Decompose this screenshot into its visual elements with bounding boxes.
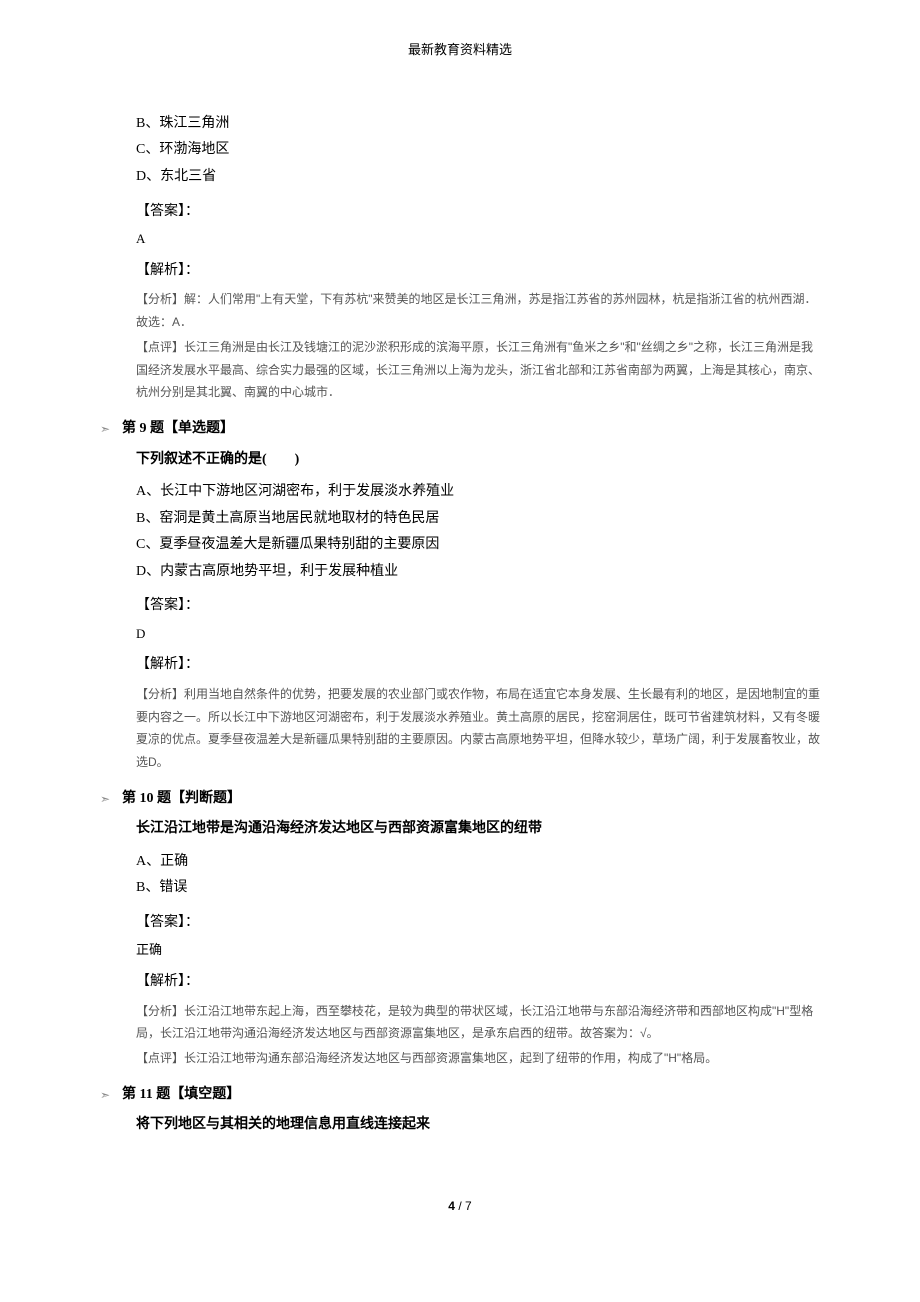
arrow-icon: ➣ (100, 420, 122, 439)
page-header: 最新教育资料精选 (100, 40, 820, 61)
q8-option-b: B、珠江三角洲 (136, 111, 820, 138)
q10-analysis-label: 【解析】： (136, 971, 820, 993)
q10-analysis-2: 【点评】长江沿江地带沟通东部沿海经济发达地区与西部资源富集地区，起到了纽带的作用… (136, 1047, 820, 1070)
q9-stem: 下列叙述不正确的是( ) (136, 449, 820, 471)
page-total: 7 (465, 1199, 472, 1213)
q8-answer-label: 【答案】： (136, 201, 820, 223)
q8-option-c: C、环渤海地区 (136, 137, 820, 164)
q10-answer-label: 【答案】： (136, 912, 820, 934)
q10-answer: 正确 (136, 940, 820, 961)
q10-stem: 长江沿江地带是沟通沿海经济发达地区与西部资源富集地区的纽带 (136, 818, 820, 840)
q8-option-d: D、东北三省 (136, 164, 820, 191)
arrow-icon: ➣ (100, 1086, 122, 1105)
q8-analysis-2: 【点评】长江三角洲是由长江及钱塘江的泥沙淤积形成的滨海平原，长江三角洲有"鱼米之… (136, 336, 820, 404)
q11-header: ➣ 第 11 题【填空题】 (100, 1084, 820, 1106)
q9-analysis-1: 【分析】利用当地自然条件的优势，把要发展的农业部门或农作物，布局在适宜它本身发展… (136, 683, 820, 774)
q10-option-a: A、正确 (136, 849, 820, 876)
q11-stem: 将下列地区与其相关的地理信息用直线连接起来 (136, 1114, 820, 1136)
q9-answer-label: 【答案】： (136, 595, 820, 617)
q10-option-b: B、错误 (136, 875, 820, 902)
q11-title: 第 11 题【填空题】 (122, 1084, 240, 1106)
q9-option-b: B、窑洞是黄土高原当地居民就地取材的特色民居 (136, 506, 820, 533)
q9-answer: D (136, 624, 820, 645)
q10-header: ➣ 第 10 题【判断题】 (100, 788, 820, 810)
q9-option-a: A、长江中下游地区河湖密布，利于发展淡水养殖业 (136, 479, 820, 506)
arrow-icon: ➣ (100, 790, 122, 809)
q10-title: 第 10 题【判断题】 (122, 788, 241, 810)
page-sep: / (455, 1199, 465, 1213)
q8-answer: A (136, 229, 820, 250)
page-number: 4 / 7 (100, 1197, 820, 1216)
q9-option-c: C、夏季昼夜温差大是新疆瓜果特别甜的主要原因 (136, 532, 820, 559)
page-current: 4 (448, 1199, 455, 1213)
q8-analysis-label: 【解析】： (136, 260, 820, 282)
q8-analysis-1: 【分析】解：人们常用"上有天堂，下有苏杭"来赞美的地区是长江三角洲，苏是指江苏省… (136, 288, 820, 334)
q9-analysis-label: 【解析】： (136, 654, 820, 676)
q9-header: ➣ 第 9 题【单选题】 (100, 418, 820, 440)
q10-analysis-1: 【分析】长江沿江地带东起上海，西至攀枝花，是较为典型的带状区域，长江沿江地带与东… (136, 1000, 820, 1046)
q9-title: 第 9 题【单选题】 (122, 418, 234, 440)
q9-option-d: D、内蒙古高原地势平坦，利于发展种植业 (136, 559, 820, 586)
